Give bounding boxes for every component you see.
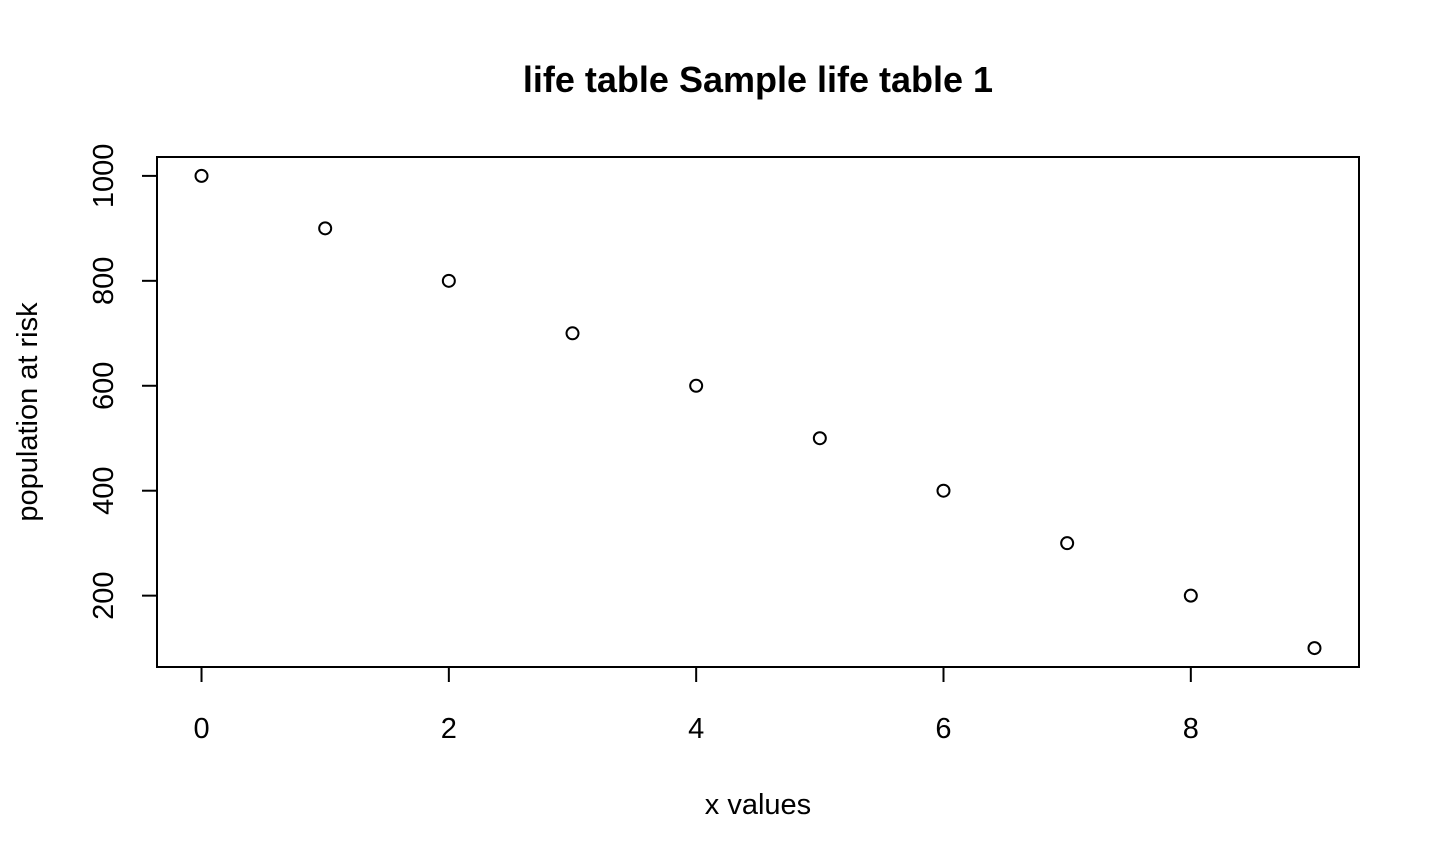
data-point: [441, 273, 456, 288]
data-point: [1060, 536, 1075, 551]
data-point: [194, 168, 209, 183]
x-tick-label: 4: [688, 713, 704, 745]
data-point: [1307, 641, 1322, 656]
x-tick-label: 6: [935, 713, 951, 745]
data-point: [812, 431, 827, 446]
y-tick-label: 400: [88, 467, 120, 515]
x-axis-title: x values: [705, 789, 811, 821]
x-tick-label: 8: [1183, 713, 1199, 745]
y-tick-label: 200: [88, 571, 120, 619]
data-point: [936, 483, 951, 498]
chart-title: life table Sample life table 1: [523, 59, 993, 100]
y-tick-label: 1000: [88, 144, 120, 209]
data-points: [194, 168, 1322, 656]
x-axis: 0 2 4 6 8: [193, 666, 1199, 745]
data-point: [1183, 588, 1198, 603]
x-tick-label: 0: [193, 713, 209, 745]
y-axis: 200 400 600 800 1000: [88, 144, 158, 620]
plot-frame: [156, 156, 1360, 668]
data-point: [689, 378, 704, 393]
x-tick-label: 2: [441, 713, 457, 745]
y-tick-label: 600: [88, 362, 120, 410]
y-tick-label: 800: [88, 257, 120, 305]
data-point: [565, 326, 580, 341]
y-axis-title: population at risk: [12, 302, 44, 522]
data-point: [318, 221, 333, 236]
